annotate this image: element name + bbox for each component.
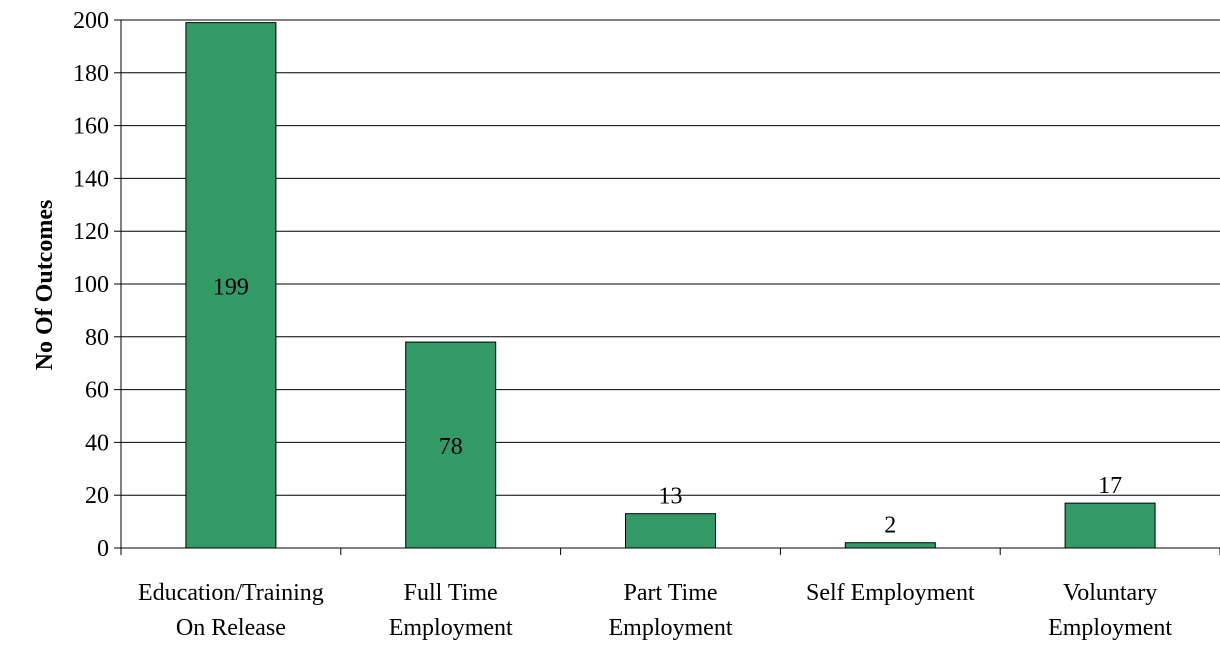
bar (844, 542, 936, 549)
x-category-label: Full Time Employment (389, 580, 513, 641)
y-tick-label: 160 (73, 114, 109, 140)
x-category-label-line: Education/Training (138, 580, 324, 606)
data-label: 2 (884, 513, 896, 539)
bar (185, 22, 277, 549)
data-label: 78 (439, 434, 463, 460)
y-tick-label: 100 (73, 272, 109, 298)
y-tick-label: 60 (85, 378, 109, 404)
x-category-label-line: Voluntary (1063, 580, 1157, 606)
x-category-label-line: On Release (176, 615, 286, 641)
y-axis-title: No Of Outcomes (32, 200, 58, 371)
data-label: 13 (659, 484, 683, 510)
x-category-label: Part Time Employment (609, 580, 733, 641)
x-category-label-line: Self Employment (806, 580, 975, 606)
axes (114, 19, 1220, 555)
x-category-label-line: Employment (389, 615, 513, 641)
data-label: 17 (1098, 473, 1122, 499)
y-tick-label: 140 (73, 166, 109, 192)
labels: 0 20 40 60 80 100 120 140 160 180 200 199 Education/… (73, 8, 1172, 641)
y-tick-label: 200 (73, 8, 109, 34)
bar (1064, 502, 1156, 549)
bar (625, 513, 716, 549)
y-tick-label: 0 (97, 536, 109, 562)
x-category-label: Education/Training On Release (138, 580, 324, 641)
bars (185, 22, 1156, 549)
gridlines (121, 19, 1220, 496)
data-label: 199 (213, 274, 249, 300)
y-tick-label: 20 (85, 483, 109, 509)
x-category-label: Self Employment (806, 580, 975, 606)
x-category-label-line: Full Time (404, 580, 498, 606)
x-category-label-line: Employment (1048, 615, 1172, 641)
y-tick-label: 40 (85, 430, 109, 456)
bar (405, 341, 497, 549)
y-tick-label: 180 (73, 61, 109, 87)
x-category-label: Voluntary Employment (1048, 580, 1172, 641)
x-category-label-line: Part Time (623, 580, 717, 606)
y-tick-label: 80 (85, 325, 109, 351)
x-category-label-line: Employment (609, 615, 733, 641)
y-tick-label: 120 (73, 219, 109, 245)
